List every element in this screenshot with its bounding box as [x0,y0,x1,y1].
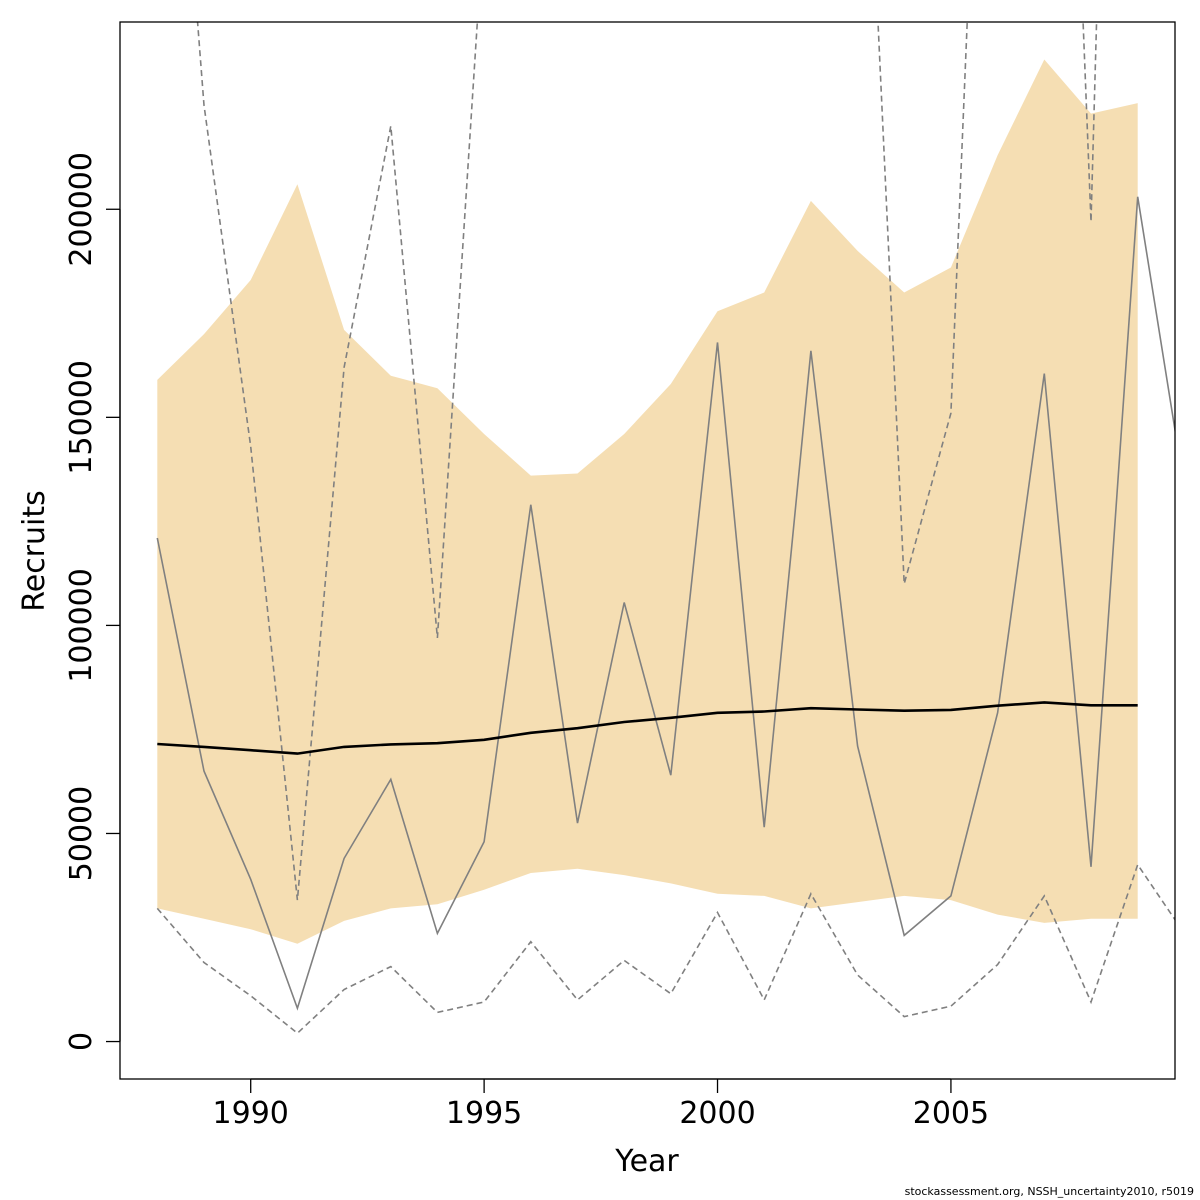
plot-area [156,22,1175,1035]
x-tick-label: 2000 [679,1096,755,1131]
y-tick-label: 100000 [64,568,99,683]
x-tick-label: 1995 [446,1096,522,1131]
y-tick-label: 150000 [64,360,99,475]
lower-bound-line [156,862,1175,1035]
x-tick-label: 1990 [213,1096,289,1131]
x-tick-label: 2005 [913,1096,989,1131]
median-recruits-line [157,701,1138,755]
y-tick-label: 200000 [64,152,99,267]
x-axis: 1990 1995 2000 2005 [213,1078,989,1131]
x-axis-title: Year [614,1144,679,1179]
y-axis-title: Recruits [17,490,52,612]
y-axis: 0 50000 100000 150000 200000 [64,152,121,1051]
y-tick-label: 50000 [64,786,99,881]
y-tick-label: 0 [64,1032,99,1051]
footer-note: stockassessment.org, NSSH_uncertainty201… [904,1185,1194,1198]
confidence-band [157,59,1138,944]
upper-bound-line [196,22,1098,901]
observed-recruits-line [156,196,1175,1011]
